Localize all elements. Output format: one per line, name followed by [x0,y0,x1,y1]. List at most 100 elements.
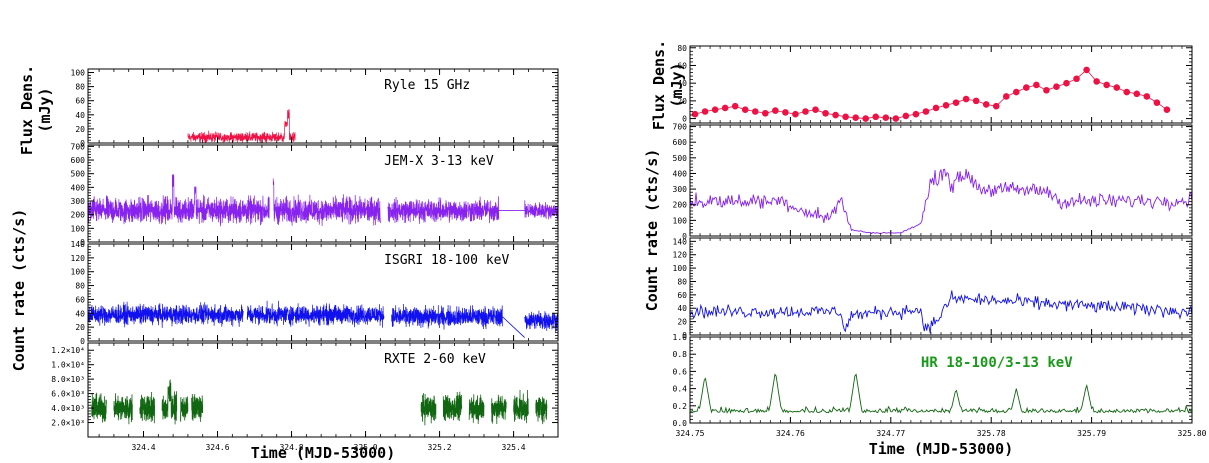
ytick-label: 20 [75,323,85,332]
series-line [88,301,244,328]
xtick-label: 325.80 [1178,429,1207,438]
ytick-label: 140 [71,240,86,249]
series-line [387,196,500,224]
series-segment [468,394,485,424]
flux-point [872,113,880,121]
flux-point [1023,84,1030,91]
right-panel-2: 0 20 40 60 80 100 120 140 [673,237,1193,340]
series-line [690,168,1192,235]
flux-point [1063,79,1070,87]
ytick-label: 80 [75,282,85,291]
xtick-label: 324.76 [776,429,805,438]
flux-point [932,104,940,112]
left-panel-2: 0 20 40 60 80 100 120 140 ISGRI 18-100 keV [71,240,559,346]
right-panel-0-data [691,66,1171,122]
ytick-label: 400 [71,183,86,192]
right-panel-1-data [690,168,1192,235]
ytick-label: 0.4 [673,385,688,394]
left-panel-3-data [91,379,548,426]
flux-point [1113,84,1120,91]
ytick-label: 4.0×10³ [51,404,85,413]
ytick-label: 0 [682,115,687,124]
flux-point [772,107,779,114]
ytick-label: 200 [71,211,86,220]
y-axis-label-flux: Flux Dens. [18,65,36,155]
left-panel-2-data [88,300,558,338]
ytick-label: 600 [673,138,688,147]
left-panel-1: 0 100 200 300 400 500 600 700 JEM-X 3-13 keV [71,142,559,247]
flux-point [691,110,699,118]
left-panel-2-frame [87,243,559,342]
flux-point [962,95,970,103]
series-segment [513,389,529,424]
ytick-label: 60 [75,295,85,304]
flux-point [862,115,869,122]
series-segment [139,391,155,424]
series-segment [535,396,548,425]
series-line [391,303,503,330]
flux-point [832,111,839,119]
ytick-label: 100 [71,224,86,233]
ytick-label: 40 [75,111,85,120]
ytick-label: 120 [71,254,86,263]
x-axis-label: Time (MJD-53000) [869,440,1014,458]
ytick-label: 100 [673,264,688,273]
flux-point [902,112,910,120]
ytick-label: 0 [80,337,85,346]
flux-point [741,106,749,114]
ytick-label: 500 [71,170,86,179]
ytick-label: 0.2 [673,402,688,411]
ytick-label: 0.0 [673,419,688,428]
flux-point [721,104,729,112]
flux-point [882,114,890,121]
ytick-label: 0 [682,232,687,241]
right-panel-1: 0 100 200 300 400 500 600 700 [673,123,1193,241]
right-panel-2-data [690,290,1192,334]
flux-point [952,99,960,106]
series-line [272,178,381,227]
series-segment [191,393,204,422]
flux-point [1053,83,1060,91]
ytick-label: 80 [677,277,687,286]
series-segment [442,391,463,422]
series-line [88,174,270,227]
flux-point [1123,88,1131,96]
ytick-label: 0.8 [673,350,688,359]
series-line [524,200,558,220]
flux-point [992,102,1000,110]
ytick-label: 1.0×10⁴ [51,361,85,370]
xtick-label: 324.8 [279,443,303,452]
y-axis-label-count: Count rate (cts/s) [643,149,661,312]
panel-title: HR 18-100/3-13 keV [921,355,1073,371]
ytick-label: 60 [75,97,85,106]
series-line [690,373,1192,415]
flux-point [812,106,819,114]
flux-point [852,114,859,121]
flux-point [972,97,980,105]
right-panel-0: 0 20 40 60 80 [677,44,1193,124]
series-line [187,109,296,143]
xtick-label: 325.4 [502,443,526,452]
ytick-label: 20 [75,125,85,134]
ytick-label: 300 [673,185,688,194]
flux-point [822,109,829,117]
flux-point [1073,75,1080,83]
ytick-label: 60 [677,61,687,70]
left-panel-3-frame [87,342,559,438]
left-panel-3: 2.0×10³ 4.0×10³ 6.0×10³ 8.0×10³ 1.0×10⁴ 1.2×1… [51,342,559,438]
ytick-label: 400 [673,169,688,178]
flux-point [802,108,809,115]
ytick-label: 0 [80,238,85,247]
flux-point [1033,81,1040,89]
flux-point [942,101,950,109]
xtick-label: 325.0 [354,443,378,452]
xtick-label: 324.75 [676,429,705,438]
ytick-label: 40 [677,79,687,88]
ytick-label: 140 [673,237,688,246]
right-panel-1-frame [689,124,1193,237]
xtick-label: 324.6 [205,443,229,452]
ytick-label: 20 [677,97,687,106]
series-segment [420,393,437,426]
left-panel-0-data [187,109,296,143]
